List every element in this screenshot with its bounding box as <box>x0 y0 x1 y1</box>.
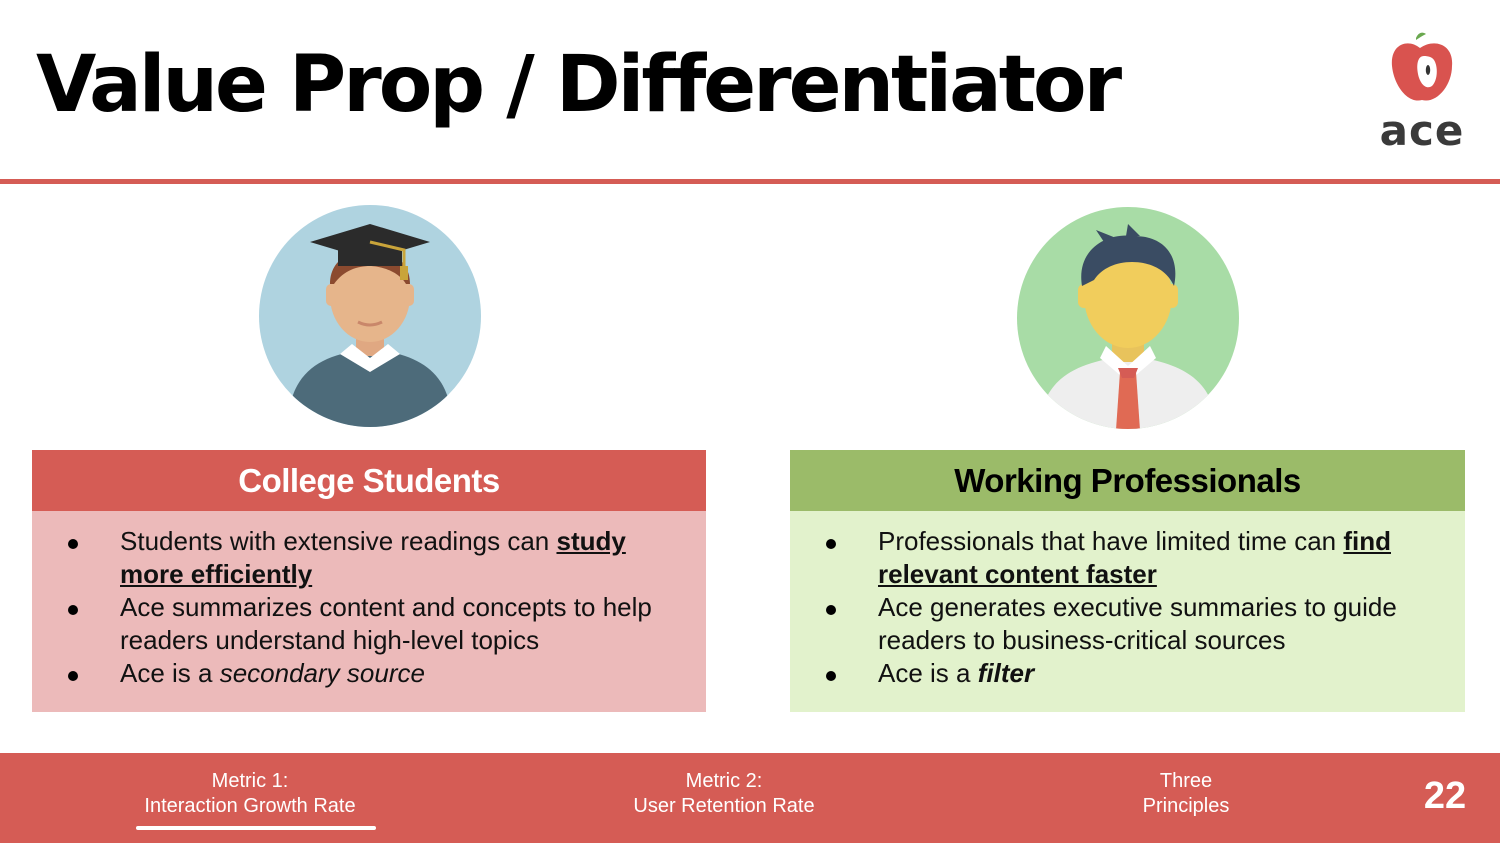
college-students-heading: College Students <box>32 450 706 511</box>
footer-nav-bar: Metric 1: Interaction Growth Rate Metric… <box>0 753 1500 843</box>
page-number: 22 <box>1423 775 1467 817</box>
apple-icon <box>1391 32 1453 101</box>
list-item: Ace is a filter <box>818 657 1441 690</box>
list-item: Ace summarizes content and concepts to h… <box>60 591 682 657</box>
working-professionals-bullets: Professionals that have limited time can… <box>818 525 1441 690</box>
college-students-body: Students with extensive readings can stu… <box>32 511 706 712</box>
working-professionals-heading: Working Professionals <box>790 450 1465 511</box>
list-item: Professionals that have limited time can… <box>818 525 1441 591</box>
graduate-student-icon <box>259 205 481 427</box>
list-item: Students with extensive readings can stu… <box>60 525 682 591</box>
list-item: Ace generates executive summaries to gui… <box>818 591 1441 657</box>
bullet-dot <box>826 671 836 681</box>
emphasis-text: filter <box>977 658 1035 688</box>
bullet-dot <box>826 605 836 615</box>
logo-text: ace <box>1379 106 1465 155</box>
list-item: Ace is a secondary source <box>60 657 682 690</box>
highlight-text: study more efficiently <box>120 526 626 589</box>
emphasis-text: secondary source <box>219 658 425 688</box>
bullet-dot <box>68 671 78 681</box>
working-professionals-card: Working Professionals Professionals that… <box>790 450 1465 712</box>
nav-link-metric-1[interactable]: Metric 1: Interaction Growth Rate <box>144 770 356 817</box>
nav-link-three-principles[interactable]: Three Principles <box>1142 770 1230 817</box>
college-students-card: College Students Students with extensive… <box>32 450 706 712</box>
working-professionals-body: Professionals that have limited time can… <box>790 511 1465 712</box>
title-divider <box>0 179 1500 184</box>
bullet-dot <box>68 539 78 549</box>
businessman-icon <box>1017 207 1239 429</box>
active-nav-indicator <box>136 826 376 830</box>
nav-link-metric-2[interactable]: Metric 2: User Retention Rate <box>633 770 815 817</box>
bullet-dot <box>68 605 78 615</box>
bullet-dot <box>826 539 836 549</box>
college-students-bullets: Students with extensive readings can stu… <box>60 525 682 690</box>
ace-logo: ace <box>1372 28 1472 158</box>
highlight-text: find relevant content faster <box>878 526 1391 589</box>
slide-title: Value Prop / Differentiator <box>36 40 1122 130</box>
